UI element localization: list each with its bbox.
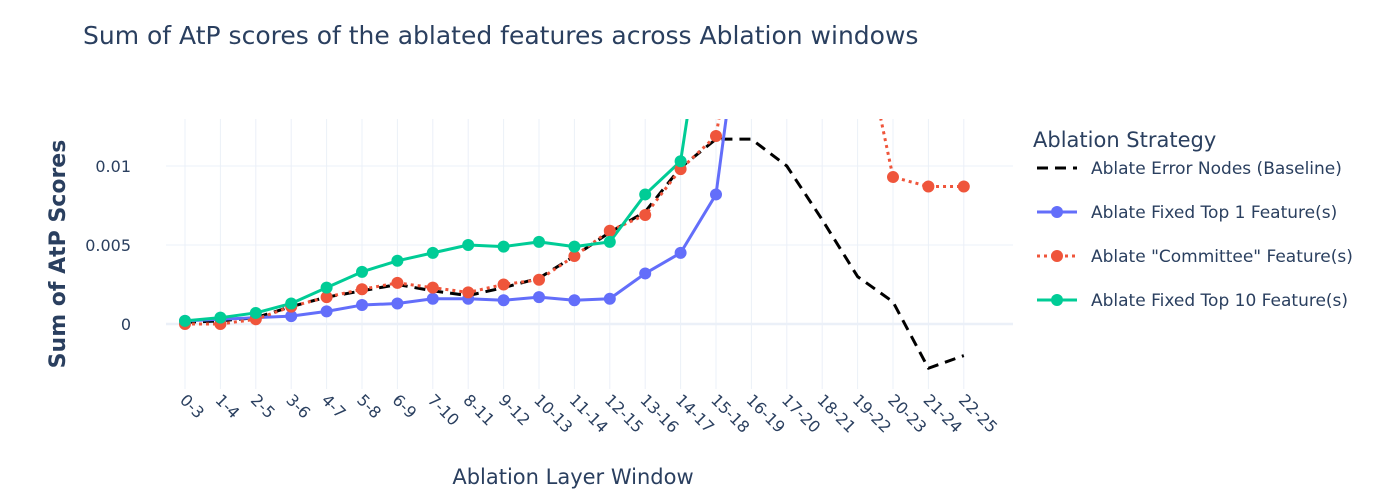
data-point xyxy=(603,292,616,305)
legend-title: Ablation Strategy xyxy=(1033,128,1216,152)
data-point xyxy=(285,297,298,310)
data-point xyxy=(356,283,368,296)
data-point xyxy=(639,188,652,201)
legend: Ablation Strategy Ablate Error Nodes (Ba… xyxy=(1033,128,1353,311)
legend-marker xyxy=(1051,294,1063,306)
data-point xyxy=(568,240,581,253)
legend-marker xyxy=(1051,206,1063,218)
data-point xyxy=(391,297,404,310)
data-point xyxy=(462,239,475,251)
data-point xyxy=(462,286,475,299)
grid xyxy=(166,119,1013,389)
legend-label: Ablate "Committee" Feature(s) xyxy=(1091,247,1353,267)
data-point xyxy=(285,310,298,323)
data-point xyxy=(639,208,652,221)
data-point xyxy=(179,314,191,327)
data-point xyxy=(674,246,687,259)
data-point xyxy=(391,254,404,267)
data-point xyxy=(356,265,368,278)
y-tick-label: 0.01 xyxy=(95,157,131,176)
data-point xyxy=(533,235,545,248)
y-tick-label: 0.005 xyxy=(85,236,131,255)
data-point xyxy=(639,267,652,280)
x-axis-label: Ablation Layer Window xyxy=(452,465,693,489)
data-point xyxy=(533,273,545,286)
y-tick-label: 0 xyxy=(121,315,131,334)
data-point xyxy=(320,281,333,294)
data-point xyxy=(603,235,616,248)
data-point xyxy=(426,292,439,305)
data-point xyxy=(497,240,510,253)
series-line xyxy=(879,119,964,189)
data-point xyxy=(320,305,333,318)
legend-marker xyxy=(1051,250,1063,262)
data-point xyxy=(249,306,262,319)
data-point xyxy=(957,180,970,193)
data-point xyxy=(568,294,581,307)
data-point xyxy=(497,278,510,291)
data-point xyxy=(674,155,687,168)
legend-label: Ablate Fixed Top 10 Feature(s) xyxy=(1091,291,1348,311)
marker-layer xyxy=(179,129,970,330)
data-point xyxy=(214,311,227,324)
data-point xyxy=(887,171,899,184)
data-point xyxy=(426,246,439,259)
data-point xyxy=(426,281,439,294)
data-point xyxy=(320,291,333,304)
y-axis-label: Sum of AtP Scores xyxy=(46,140,71,369)
chart-title: Sum of AtP scores of the ablated feature… xyxy=(83,21,918,50)
data-point xyxy=(356,299,368,312)
data-point xyxy=(710,188,722,201)
data-point xyxy=(497,294,510,307)
data-point xyxy=(391,276,404,289)
data-point xyxy=(603,224,616,237)
data-point xyxy=(568,250,581,263)
data-point xyxy=(922,180,935,193)
data-point xyxy=(533,291,545,304)
data-point xyxy=(710,129,722,142)
legend-label: Ablate Error Nodes (Baseline) xyxy=(1091,159,1342,179)
series-line xyxy=(184,119,689,323)
legend-label: Ablate Fixed Top 1 Feature(s) xyxy=(1091,203,1337,223)
